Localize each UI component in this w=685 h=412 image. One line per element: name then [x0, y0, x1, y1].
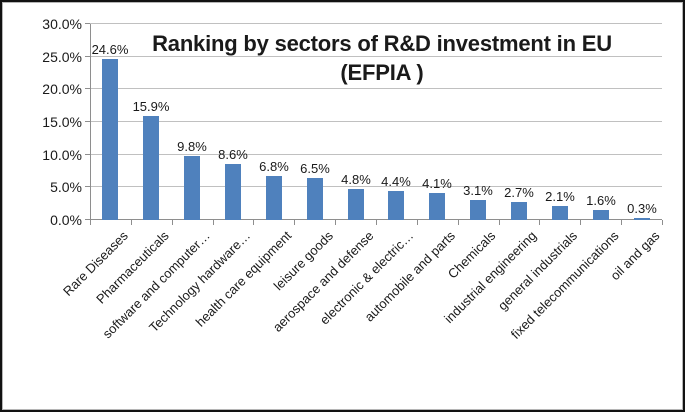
bar-value-label: 8.6%: [218, 147, 248, 162]
bar: [143, 116, 159, 220]
x-axis-tick: [172, 220, 173, 225]
x-axis-tick: [131, 220, 132, 225]
bar: [348, 189, 364, 220]
bar: [552, 206, 568, 220]
gridline: [90, 55, 662, 57]
y-axis-tick-label: 5.0%: [50, 179, 82, 196]
bar-value-label: 4.4%: [381, 174, 411, 189]
bar: [266, 176, 282, 220]
gridline: [90, 23, 662, 24]
bar-value-label: 3.1%: [463, 183, 493, 198]
x-axis-tick: [294, 220, 295, 225]
y-axis-tick: [85, 23, 90, 24]
bar: [593, 210, 609, 220]
chart-title-line2: (EFPIA ): [340, 60, 424, 85]
bar: [634, 218, 650, 220]
bar-value-label: 2.1%: [545, 189, 575, 204]
bar: [429, 193, 445, 220]
gridline: [90, 88, 662, 90]
bar-value-label: 15.9%: [132, 99, 170, 114]
y-axis-tick: [85, 186, 90, 188]
x-axis-tick: [376, 220, 377, 225]
bar-value-label: 6.8%: [259, 159, 289, 174]
gridline: [90, 186, 662, 188]
x-axis-tick: [539, 220, 540, 225]
y-axis-tick-label: 10.0%: [42, 146, 82, 163]
chart-title: Ranking by sectors of R&D investment in …: [132, 29, 632, 87]
bar-value-label: 24.6%: [91, 42, 129, 57]
x-axis-line: [85, 219, 662, 220]
bar: [511, 202, 527, 220]
x-axis-tick: [458, 220, 459, 225]
y-axis-line: [90, 24, 91, 220]
bar: [184, 156, 200, 220]
y-axis-tick: [85, 88, 90, 90]
bar: [388, 191, 404, 220]
y-axis-tick: [85, 55, 90, 57]
bar-value-label: 6.5%: [300, 161, 330, 176]
bar-value-label: 4.1%: [422, 176, 452, 191]
bar-value-label: 9.8%: [177, 139, 207, 154]
x-axis-tick: [621, 220, 622, 225]
y-axis-tick-label: 30.0%: [42, 16, 82, 32]
bar-value-label: 1.6%: [586, 193, 616, 208]
gridline: [90, 153, 662, 155]
x-axis-tick: [417, 220, 418, 225]
x-axis-tick: [213, 220, 214, 225]
y-axis-tick: [85, 121, 90, 122]
x-axis-tick: [662, 220, 663, 225]
bar-value-label: 2.7%: [504, 185, 534, 200]
bar-value-label: 0.3%: [627, 201, 657, 216]
x-axis-category-label-text: Pharmaceuticals: [93, 228, 172, 307]
x-axis-tick: [253, 220, 254, 225]
bar: [470, 200, 486, 220]
x-axis-tick: [580, 220, 581, 225]
bar: [225, 164, 241, 220]
y-axis-tick-label: 25.0%: [42, 48, 82, 65]
bar: [307, 178, 323, 220]
x-axis-tick: [90, 220, 91, 225]
y-axis-tick-label: 0.0%: [50, 212, 82, 228]
chart-title-line1: Ranking by sectors of R&D investment in …: [152, 31, 612, 56]
y-axis-tick-label: 20.0%: [42, 81, 82, 98]
gridline: [90, 121, 662, 122]
bar: [102, 59, 118, 220]
x-axis-tick: [335, 220, 336, 225]
bar-value-label: 4.8%: [341, 172, 371, 187]
y-axis-tick: [85, 153, 90, 155]
x-axis-tick: [499, 220, 500, 225]
y-axis-tick-label: 15.0%: [42, 114, 82, 130]
